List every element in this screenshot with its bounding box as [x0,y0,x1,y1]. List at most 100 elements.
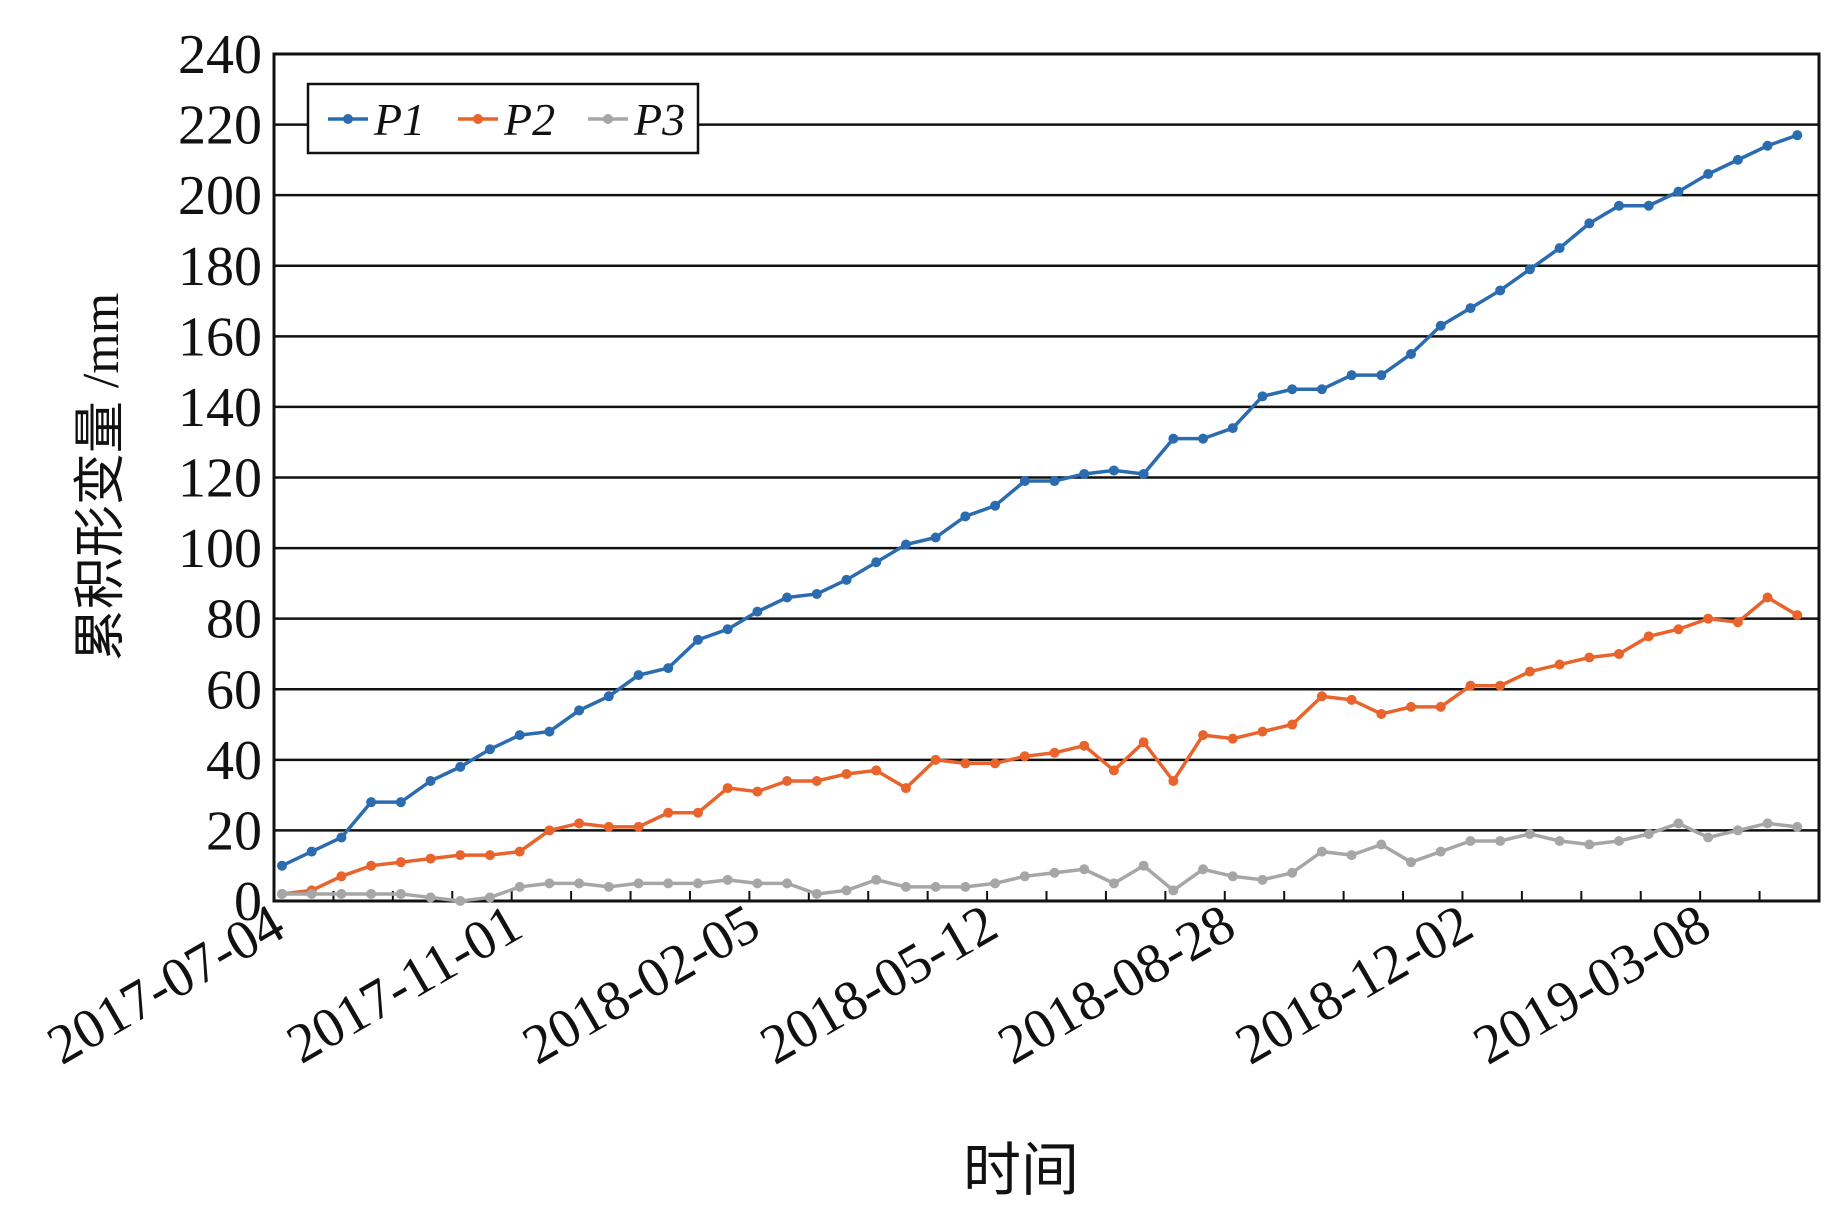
point [752,606,763,617]
point [1792,821,1803,832]
point [1257,391,1268,402]
point [722,783,733,794]
point [722,874,733,885]
point [544,825,555,836]
y-tick-label: 240 [178,24,262,86]
point [782,878,793,889]
point [930,532,941,543]
point [1554,659,1565,670]
point [1019,476,1030,487]
point [1227,733,1238,744]
point [1168,885,1179,896]
point [663,878,674,889]
y-tick-label: 80 [206,589,262,651]
point [1524,264,1535,275]
point [484,892,495,903]
point [900,881,911,892]
y-tick-label: 60 [206,659,262,721]
point [1049,867,1060,878]
point [1108,765,1119,776]
point [1227,871,1238,882]
point [574,705,585,716]
point [1495,836,1506,847]
point [1732,617,1743,628]
point [752,878,763,889]
x-tick-label: 2018-12-02 [1226,893,1483,1077]
point [1554,836,1565,847]
point [366,797,377,808]
point [1524,828,1535,839]
point [811,588,822,599]
legend-marker [603,114,613,124]
legend-label: P3 [633,94,685,145]
point [1762,592,1773,603]
point [1614,836,1625,847]
y-tick-label: 20 [206,800,262,862]
y-axis-title: 累积形变量 /mm [73,293,130,661]
point [1614,648,1625,659]
point [1376,839,1387,850]
y-tick-label: 200 [178,165,262,227]
point [1643,828,1654,839]
point [306,846,317,857]
y-tick-label: 220 [178,95,262,157]
x-tick-label: 2018-05-12 [750,893,1007,1077]
point [1762,818,1773,829]
point [277,860,287,871]
point [871,557,882,568]
point [395,857,406,868]
point [900,539,911,550]
point [990,758,1001,769]
point [633,878,644,889]
point [1673,186,1684,197]
x-tick-label: 2017-11-01 [277,893,532,1076]
point [811,888,822,899]
y-tick-label: 0 [234,871,262,933]
point [1287,384,1298,395]
point [574,878,585,889]
point [425,776,436,787]
point [1465,836,1476,847]
x-tick-label: 2018-02-05 [513,893,770,1077]
point [1643,200,1654,211]
point [722,624,733,635]
point [366,860,377,871]
point [1079,740,1090,751]
point [960,881,971,892]
point [1673,818,1684,829]
point [1406,701,1417,712]
x-tick-label: 2018-08-28 [988,893,1245,1077]
point [1079,864,1090,875]
y-tick-label: 120 [178,448,262,510]
point [900,783,911,794]
point [1138,737,1149,748]
point [1019,751,1030,762]
point [782,592,793,603]
point [871,874,882,885]
legend-box [306,82,700,155]
point [1554,243,1565,254]
point [1435,846,1446,857]
point [1287,867,1298,878]
point [603,821,614,832]
point [663,807,674,818]
point [1108,878,1119,889]
point [1227,423,1238,434]
point [1287,719,1298,730]
point [692,878,703,889]
point [1376,708,1387,719]
point [544,726,555,737]
point [1584,218,1595,229]
point [336,871,347,882]
point [1257,726,1268,737]
point [395,888,406,899]
point [1316,384,1327,395]
point [306,888,317,899]
point [1524,666,1535,677]
point [1346,850,1357,861]
legend-label: P2 [503,94,555,145]
point [1168,776,1179,787]
y-tick-label: 180 [178,236,262,298]
y-tick-label: 140 [178,377,262,439]
series-line [281,133,1798,868]
